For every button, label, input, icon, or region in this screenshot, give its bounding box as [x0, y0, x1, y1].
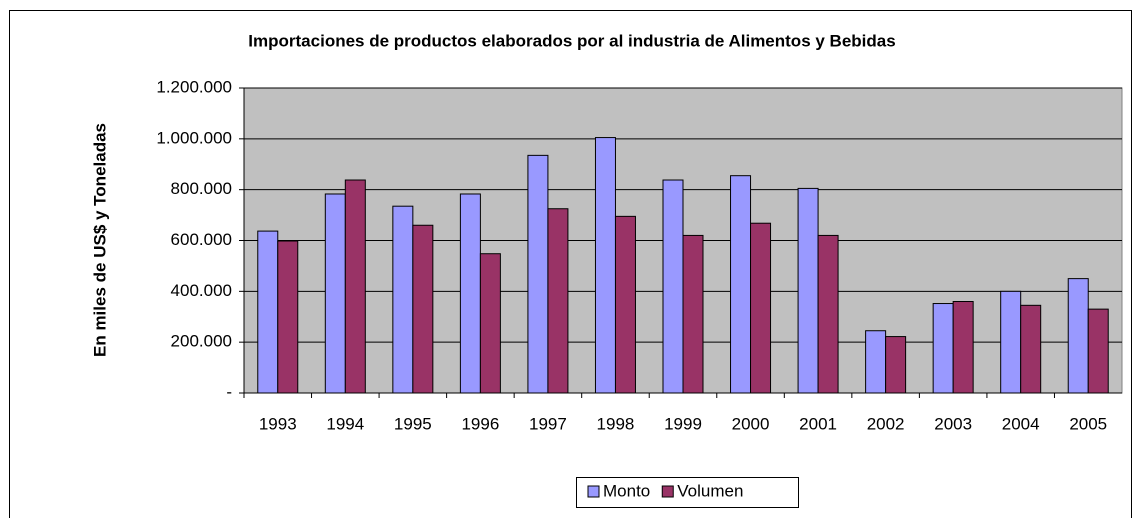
y-tick-label: 600.000: [171, 230, 232, 249]
bar: [479, 253, 501, 394]
y-tick-label: 400.000: [171, 281, 232, 300]
y-tick-label: -: [226, 382, 232, 401]
bar: [730, 175, 752, 394]
bar: [817, 234, 839, 394]
bar: [459, 193, 481, 394]
legend-box: [576, 477, 799, 508]
bar: [1020, 304, 1042, 394]
bar: [594, 137, 616, 394]
y-tick-label: 200.000: [171, 332, 232, 351]
x-tick-label: 1998: [597, 414, 635, 433]
bar: [324, 193, 346, 394]
bar: [412, 224, 434, 394]
chart-title: Importaciones de productos elaborados po…: [248, 31, 895, 50]
x-tick-label: 2000: [732, 414, 770, 433]
bar: [392, 205, 414, 394]
y-tick-label: 1.000.000: [156, 128, 232, 147]
legend-swatch: [661, 485, 674, 498]
y-axis-label: En miles de US$ y Toneladas: [90, 123, 109, 357]
bar: [750, 222, 772, 394]
x-tick-label: 2005: [1069, 414, 1107, 433]
bar: [885, 336, 907, 394]
x-tick-label: 1996: [461, 414, 499, 433]
x-tick-label: 2004: [1002, 414, 1040, 433]
bar: [547, 208, 569, 394]
bar: [614, 215, 636, 394]
legend-label: Volumen: [677, 481, 743, 500]
bar: [797, 187, 819, 394]
bar: [682, 234, 704, 394]
x-tick-label: 1997: [529, 414, 567, 433]
bar: [527, 154, 549, 394]
x-tick-label: 1995: [394, 414, 432, 433]
legend-swatch: [587, 485, 600, 498]
x-tick-label: 2002: [867, 414, 905, 433]
x-tick-label: 1993: [259, 414, 297, 433]
bar: [662, 179, 684, 394]
x-tick-label: 2001: [799, 414, 837, 433]
bar: [932, 303, 954, 394]
y-tick-label: 1.200.000: [156, 77, 232, 96]
bar: [277, 240, 299, 394]
y-tick-label: 800.000: [171, 179, 232, 198]
bar: [1067, 278, 1089, 394]
x-tick-label: 1994: [326, 414, 364, 433]
x-tick-label: 2003: [934, 414, 972, 433]
x-tick-label: 1999: [664, 414, 702, 433]
bar: [952, 301, 974, 394]
bar: [257, 230, 279, 394]
legend-label: Monto: [603, 481, 650, 500]
bar: [344, 179, 366, 394]
bar: [865, 330, 887, 394]
bar: [1000, 290, 1022, 394]
bar: [1087, 308, 1109, 394]
